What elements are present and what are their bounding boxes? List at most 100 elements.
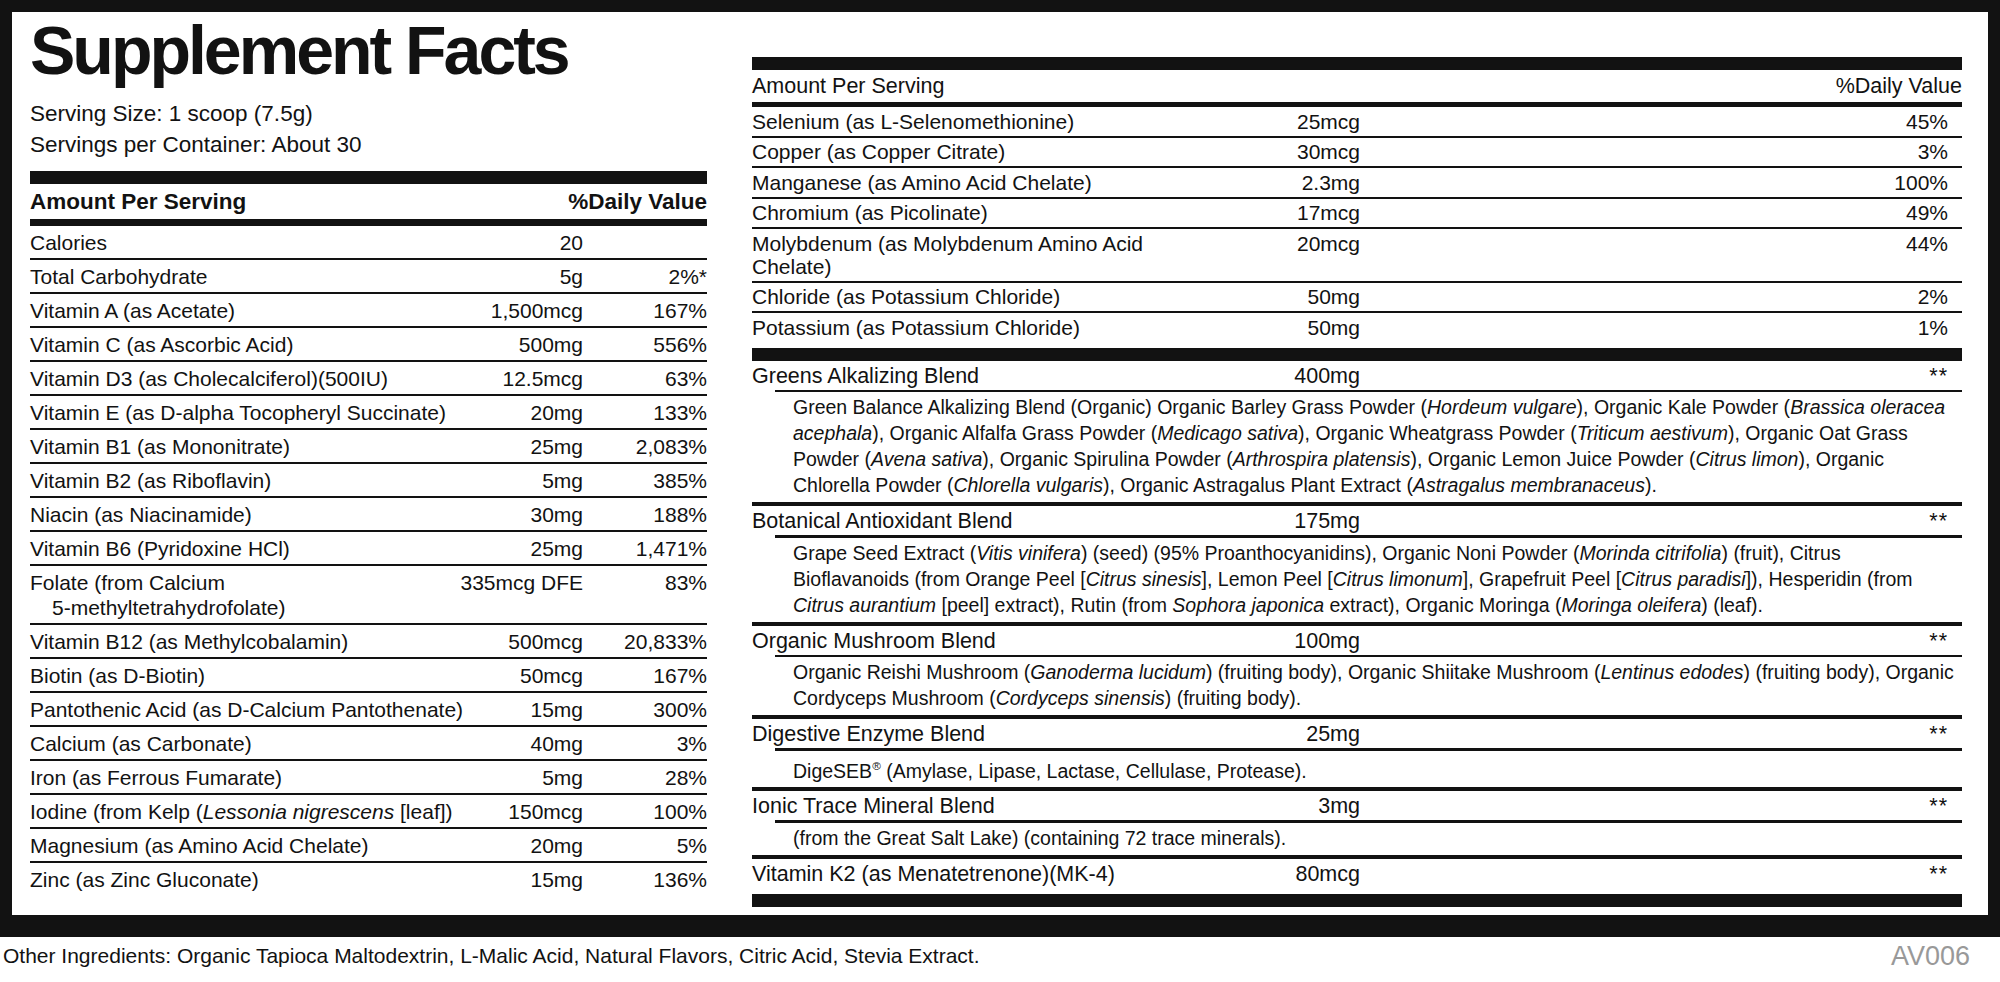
amount-per-serving-label: Amount Per Serving bbox=[752, 74, 944, 99]
dv-value: 3% bbox=[583, 731, 707, 756]
table-row: Potassium (as Potassium Chloride) 50mg 1… bbox=[752, 311, 1962, 342]
amount-value: 335mcg DFE bbox=[423, 570, 583, 620]
ingredient-name: Potassium (as Potassium Chloride) bbox=[752, 316, 1200, 339]
table-row: Iodine (from Kelp (Lessonia nigrescens [… bbox=[30, 793, 707, 827]
ingredient-name: Vitamin E (as D-alpha Tocopheryl Succina… bbox=[30, 400, 423, 425]
amount-per-serving-label: Amount Per Serving bbox=[30, 189, 246, 215]
amount-value: 25mcg bbox=[1200, 110, 1360, 133]
dv-value: 63% bbox=[583, 366, 707, 391]
amount-value: 5mg bbox=[423, 468, 583, 493]
divider-thick bbox=[752, 57, 1962, 70]
dv-value bbox=[583, 230, 707, 255]
table-row: Molybdenum (as Molybdenum Amino Acid Che… bbox=[752, 227, 1962, 281]
blend-title-row: Ionic Trace Mineral Blend 3mg ** bbox=[752, 791, 1962, 820]
amount-value: 80mcg bbox=[1200, 862, 1360, 886]
dv-value: 133% bbox=[583, 400, 707, 425]
amount-value: 40mg bbox=[423, 731, 583, 756]
page-title: Supplement Facts bbox=[30, 14, 707, 86]
blend-title-row: Digestive Enzyme Blend 25mg ** bbox=[752, 719, 1962, 748]
ingredient-name: Vitamin B12 (as Methylcobalamin) bbox=[30, 629, 423, 654]
dv-value: 3% bbox=[1360, 140, 1962, 163]
amount-value: 30mg bbox=[423, 502, 583, 527]
table-row: Vitamin E (as D-alpha Tocopheryl Succina… bbox=[30, 394, 707, 428]
servings-per-container: Servings per Container: About 30 bbox=[30, 129, 707, 160]
amount-value: 25mg bbox=[1200, 722, 1360, 746]
dv-value: 136% bbox=[583, 867, 707, 892]
ingredient-name: Vitamin A (as Acetate) bbox=[30, 298, 423, 323]
table-row: Magnesium (as Amino Acid Chelate) 20mg 5… bbox=[30, 827, 707, 861]
dv-value: ** bbox=[1360, 364, 1962, 388]
amount-value: 2.3mg bbox=[1200, 171, 1360, 194]
blend-description: Grape Seed Extract (Vitis vinifera) (see… bbox=[752, 538, 1962, 622]
amount-value: 50mg bbox=[1200, 316, 1360, 339]
ingredient-name: Chromium (as Picolinate) bbox=[752, 201, 1200, 224]
table-row: Vitamin D3 (as Cholecalciferol)(500IU) 1… bbox=[30, 360, 707, 394]
dv-value: 49% bbox=[1360, 201, 1962, 224]
dv-value: 300% bbox=[583, 697, 707, 722]
amount-value: 1,500mcg bbox=[423, 298, 583, 323]
ingredient-name: Copper (as Copper Citrate) bbox=[752, 140, 1200, 163]
dv-value: 1,471% bbox=[583, 536, 707, 561]
amount-value: 175mg bbox=[1200, 509, 1360, 533]
amount-value: 500mcg bbox=[423, 629, 583, 654]
divider-thick bbox=[30, 171, 707, 184]
serving-info: Serving Size: 1 scoop (7.5g) Servings pe… bbox=[30, 98, 707, 160]
table-row: Calcium (as Carbonate) 40mg 3% bbox=[30, 725, 707, 759]
ingredient-name: Magnesium (as Amino Acid Chelate) bbox=[30, 833, 423, 858]
amount-value: 20mcg bbox=[1200, 232, 1360, 278]
table-row: Chromium (as Picolinate) 17mcg 49% bbox=[752, 197, 1962, 228]
dv-value: 44% bbox=[1360, 232, 1962, 278]
amount-value: 25mg bbox=[423, 434, 583, 459]
table-row-folate: Folate (from Calcium5-methyltetrahydrofo… bbox=[30, 564, 707, 623]
right-table-header: Amount Per Serving %Daily Value bbox=[752, 70, 1962, 102]
table-row: Manganese (as Amino Acid Chelate) 2.3mg … bbox=[752, 166, 1962, 197]
table-row: Vitamin B1 (as Mononitrate) 25mg 2,083% bbox=[30, 428, 707, 462]
table-row: Calories 20 bbox=[30, 226, 707, 258]
ingredient-name: Vitamin C (as Ascorbic Acid) bbox=[30, 332, 423, 357]
amount-value: 12.5mcg bbox=[423, 366, 583, 391]
blend-name: Botanical Antioxidant Blend bbox=[752, 509, 1200, 533]
dv-value: 385% bbox=[583, 468, 707, 493]
dv-value: 20,833% bbox=[583, 629, 707, 654]
dv-value: 100% bbox=[1360, 171, 1962, 194]
daily-value-label: %Daily Value bbox=[568, 189, 707, 215]
dv-value: ** bbox=[1360, 722, 1962, 746]
table-row: Vitamin B12 (as Methylcobalamin) 500mcg … bbox=[30, 623, 707, 657]
dv-value: 28% bbox=[583, 765, 707, 790]
footer: Other Ingredients: Organic Tapioca Malto… bbox=[0, 937, 2000, 982]
ingredient-name: Selenium (as L-Selenomethionine) bbox=[752, 110, 1200, 133]
daily-value-label: %Daily Value bbox=[1836, 74, 1962, 99]
other-ingredients: Other Ingredients: Organic Tapioca Malto… bbox=[3, 944, 980, 968]
ingredient-name: Vitamin D3 (as Cholecalciferol)(500IU) bbox=[30, 366, 423, 391]
dv-value: ** bbox=[1360, 794, 1962, 818]
blend-name: Vitamin K2 (as Menatetrenone)(MK-4) bbox=[752, 862, 1200, 886]
ingredient-name: Vitamin B2 (as Riboflavin) bbox=[30, 468, 423, 493]
ingredient-name-line2: 5-methyltetrahydrofolate) bbox=[30, 595, 423, 620]
table-row: Pantothenic Acid (as D-Calcium Pantothen… bbox=[30, 691, 707, 725]
label-code: AV006 bbox=[1891, 941, 1970, 972]
amount-value: 50mcg bbox=[423, 663, 583, 688]
dv-value: 2%* bbox=[583, 264, 707, 289]
dv-value: 45% bbox=[1360, 110, 1962, 133]
ingredient-name: Iodine (from Kelp (Lessonia nigrescens [… bbox=[30, 799, 423, 824]
table-row: Vitamin C (as Ascorbic Acid) 500mg 556% bbox=[30, 326, 707, 360]
dv-value: ** bbox=[1360, 629, 1962, 653]
serving-size: Serving Size: 1 scoop (7.5g) bbox=[30, 98, 707, 129]
table-row: Vitamin A (as Acetate) 1,500mcg 167% bbox=[30, 292, 707, 326]
blend-description: DigeSEB® (Amylase, Lipase, Lactase, Cell… bbox=[752, 751, 1962, 788]
table-row: Vitamin B6 (Pyridoxine HCl) 25mg 1,471% bbox=[30, 530, 707, 564]
ingredient-name: Vitamin B6 (Pyridoxine HCl) bbox=[30, 536, 423, 561]
right-column: Amount Per Serving %Daily Value Selenium… bbox=[752, 12, 1962, 967]
table-row: Total Carbohydrate 5g 2%* bbox=[30, 258, 707, 292]
dv-value: 2% bbox=[1360, 285, 1962, 308]
amount-value: 150mcg bbox=[423, 799, 583, 824]
blend-name: Ionic Trace Mineral Blend bbox=[752, 794, 1200, 818]
left-table-header: Amount Per Serving %Daily Value bbox=[30, 184, 707, 219]
amount-value: 20mg bbox=[423, 400, 583, 425]
ingredient-name: Vitamin B1 (as Mononitrate) bbox=[30, 434, 423, 459]
ingredient-name: Pantothenic Acid (as D-Calcium Pantothen… bbox=[30, 697, 423, 722]
dv-value: 167% bbox=[583, 663, 707, 688]
blend-title-row: Organic Mushroom Blend 100mg ** bbox=[752, 626, 1962, 655]
dv-value: 167% bbox=[583, 298, 707, 323]
blend-title-row: Vitamin K2 (as Menatetrenone)(MK-4) 80mc… bbox=[752, 859, 1962, 888]
